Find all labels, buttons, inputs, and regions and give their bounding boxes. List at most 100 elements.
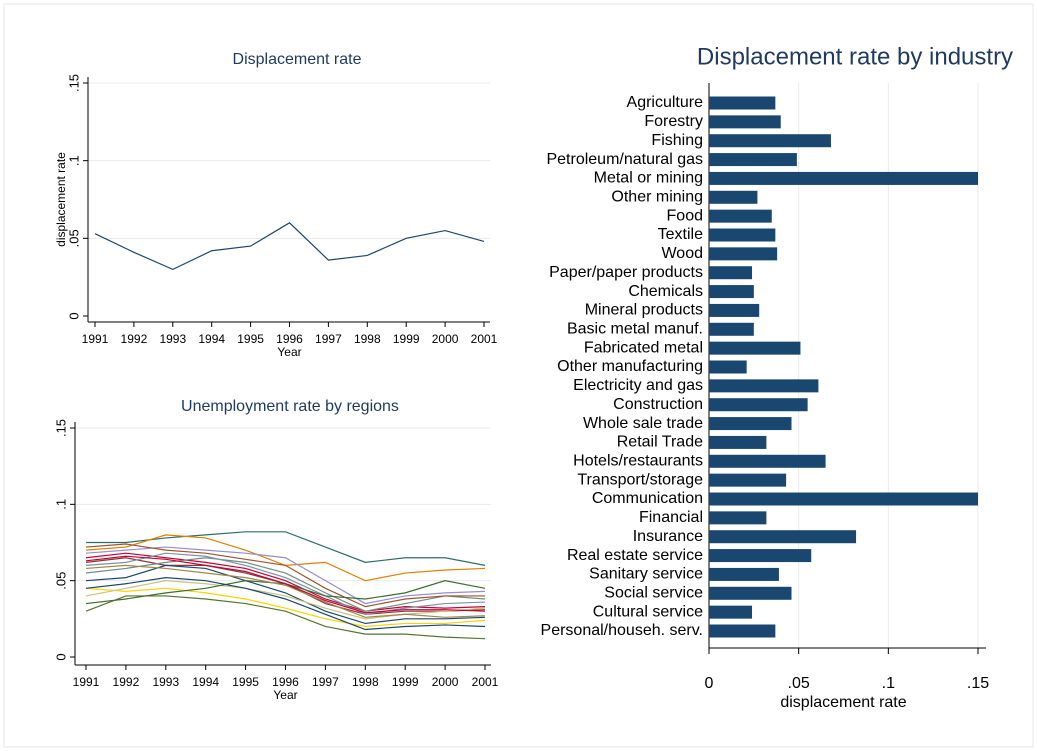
category-label: Transport/storage [577, 471, 703, 488]
category-label: Cultural service [593, 603, 703, 620]
bar [709, 530, 857, 544]
x-tick-label: 1994 [192, 675, 219, 689]
bar [709, 417, 792, 431]
x-tick-label: 1998 [352, 675, 379, 689]
line [85, 552, 486, 615]
x-tick-label: 2001 [471, 332, 498, 346]
y-tick-label: .05 [66, 229, 81, 247]
category-label: Fishing [651, 132, 703, 149]
category-label: Basic metal manuf. [567, 321, 703, 338]
category-label: Other manufacturing [557, 358, 703, 375]
bar [709, 586, 792, 600]
bar [709, 549, 812, 563]
category-label: Fabricated metal [584, 339, 703, 356]
x-axis-label: Year [273, 688, 297, 702]
bar [709, 190, 758, 204]
x-tick-label: 1991 [73, 675, 100, 689]
chart-title: Displacement rate by industry [697, 43, 1013, 70]
bar [709, 624, 776, 638]
category-label: Real estate service [567, 547, 703, 564]
line [85, 555, 486, 614]
x-tick-label: 1995 [232, 675, 259, 689]
bar [709, 171, 978, 185]
y-tick-label: 0 [66, 312, 81, 319]
x-tick-label: 1999 [393, 332, 420, 346]
bar [709, 473, 787, 487]
category-label: Whole sale trade [583, 415, 703, 432]
category-label: Sanitary service [589, 566, 703, 583]
bar [709, 209, 772, 223]
category-label: Petroleum/natural gas [546, 151, 703, 168]
y-tick-label: 0 [53, 653, 68, 660]
x-tick-label: .05 [788, 675, 810, 692]
line [85, 577, 486, 631]
x-tick-label: 2000 [432, 675, 459, 689]
category-label: Chemicals [628, 283, 703, 300]
x-tick-label: 1997 [312, 675, 339, 689]
bar [709, 492, 978, 506]
chart-title: Displacement rate [233, 51, 362, 68]
category-label: Metal or mining [594, 170, 703, 187]
x-tick-label: 1999 [392, 675, 419, 689]
x-tick-label: 1992 [113, 675, 140, 689]
category-label: Financial [639, 509, 703, 526]
bar [709, 153, 797, 167]
y-tick-label: .15 [66, 74, 81, 92]
category-label: Construction [613, 396, 703, 413]
x-tick-label: 1993 [152, 675, 179, 689]
x-tick-label: .15 [967, 675, 989, 692]
bar [709, 303, 760, 317]
x-tick-label: 1993 [159, 332, 186, 346]
category-label: Retail Trade [617, 434, 703, 451]
category-label: Electricity and gas [573, 377, 703, 394]
x-axis-label: displacement rate [780, 694, 906, 711]
category-label: Paper/paper products [549, 264, 703, 281]
bar [709, 322, 754, 336]
bar [709, 435, 767, 449]
category-label: Hotels/restaurants [573, 453, 703, 470]
category-label: Textile [658, 226, 703, 243]
line [85, 543, 485, 608]
chart-title: Unemployment rate by regions [181, 398, 399, 415]
category-label: Agriculture [627, 94, 704, 111]
x-tick-label: 1998 [354, 332, 381, 346]
line [85, 557, 486, 612]
bar [709, 454, 826, 468]
category-label: Social service [604, 585, 703, 602]
category-label: Insurance [633, 528, 703, 545]
x-tick-label: 0 [705, 675, 714, 692]
line [85, 564, 486, 618]
x-tick-label: 1992 [121, 332, 148, 346]
category-label: Forestry [644, 113, 703, 130]
x-tick-label: 1997 [315, 332, 342, 346]
category-label: Communication [592, 490, 703, 507]
category-label: Mineral products [585, 302, 703, 319]
x-tick-label: 1996 [276, 332, 303, 346]
bar [709, 511, 767, 525]
category-label: Personal/househ. serv. [541, 622, 703, 639]
y-axis-label: displacement rate [54, 152, 68, 247]
x-tick-label: 2000 [432, 332, 459, 346]
line [85, 595, 486, 640]
category-label: Other mining [611, 189, 703, 206]
bar [709, 398, 808, 412]
bar [709, 134, 831, 148]
line [85, 564, 486, 625]
line [85, 587, 486, 628]
line [94, 222, 485, 271]
x-axis-label: Year [277, 345, 301, 359]
bar [709, 567, 779, 581]
bar [709, 266, 753, 280]
bar [709, 605, 753, 619]
y-tick-label: .15 [53, 419, 68, 437]
x-tick-label: .1 [882, 675, 895, 692]
y-tick-label: .1 [53, 499, 68, 510]
x-tick-label: 2001 [472, 675, 499, 689]
bar [709, 96, 776, 110]
x-tick-label: 1991 [82, 332, 109, 346]
bar [709, 247, 778, 261]
category-label: Wood [661, 245, 703, 262]
line [85, 580, 486, 620]
category-label: Food [667, 207, 703, 224]
